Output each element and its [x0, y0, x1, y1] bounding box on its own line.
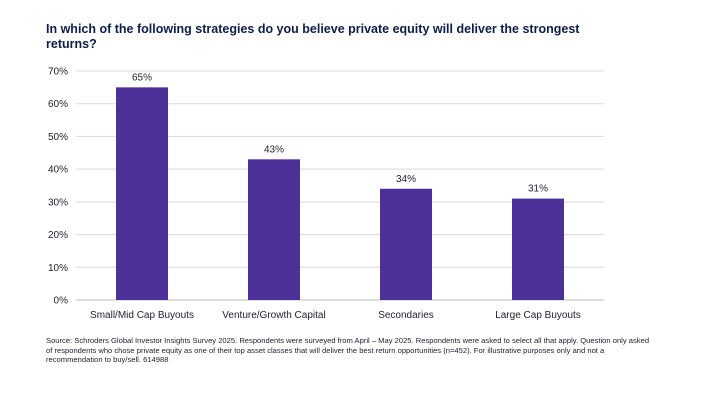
source-note: Source: Schroders Global Investor Insigh… — [46, 336, 650, 365]
data-label: 34% — [396, 174, 416, 185]
bar — [248, 159, 300, 300]
bar — [380, 188, 432, 300]
data-label: 65% — [132, 72, 152, 83]
x-tick-label: Large Cap Buyouts — [495, 310, 581, 321]
bar — [116, 87, 168, 300]
chart-title: In which of the following strategies do … — [46, 22, 580, 51]
y-tick-label: 10% — [48, 263, 68, 274]
x-tick-label: Secondaries — [378, 310, 434, 321]
y-tick-label: 20% — [48, 230, 68, 241]
x-tick-label: Small/Mid Cap Buyouts — [90, 310, 194, 321]
data-label: 31% — [528, 184, 548, 195]
x-tick-label: Venture/Growth Capital — [222, 310, 325, 321]
y-tick-label: 30% — [48, 197, 68, 208]
y-tick-label: 50% — [48, 132, 68, 143]
y-tick-label: 40% — [48, 165, 68, 176]
y-tick-label: 60% — [48, 99, 68, 110]
bar — [512, 198, 564, 300]
y-tick-label: 0% — [54, 296, 69, 307]
data-label: 43% — [264, 144, 284, 155]
y-tick-label: 70% — [48, 67, 68, 78]
